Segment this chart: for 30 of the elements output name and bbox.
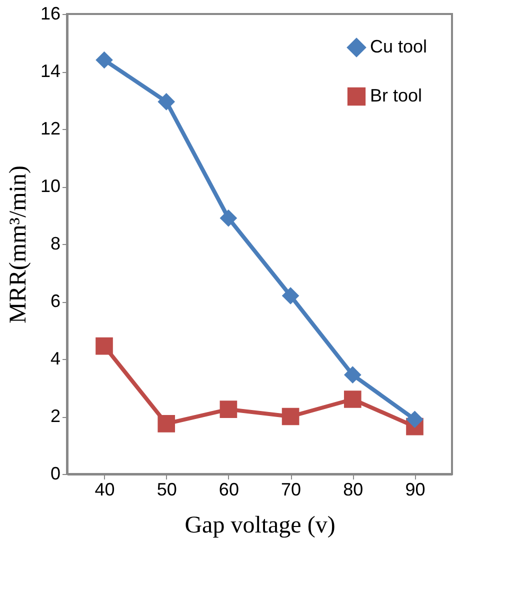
point xyxy=(406,410,424,428)
x-tick-label: 80 xyxy=(343,480,364,500)
point xyxy=(220,209,238,227)
point xyxy=(220,400,238,418)
y-tick-label: 16 xyxy=(40,4,60,24)
point xyxy=(158,415,176,432)
y-tick-label: 0 xyxy=(50,464,60,484)
point xyxy=(344,366,362,384)
y-tick-label: 12 xyxy=(40,118,60,138)
point xyxy=(158,93,176,110)
point xyxy=(282,408,300,426)
point xyxy=(96,337,113,355)
x-tick-label: 70 xyxy=(281,480,302,500)
legend-label: Cu tool xyxy=(370,36,428,56)
x-tick-label: 90 xyxy=(405,480,426,500)
x-tick-label: 40 xyxy=(94,480,115,500)
x-axis-title: Gap voltage (v) xyxy=(184,512,336,538)
point xyxy=(344,390,362,408)
point xyxy=(282,287,300,304)
x-tick-label: 50 xyxy=(156,480,177,500)
point xyxy=(96,51,113,69)
y-tick-label: 10 xyxy=(40,176,60,196)
y-axis-title: MRR(mm³/min) xyxy=(5,166,32,324)
legend-label: Br tool xyxy=(370,86,422,106)
x-tick-label: 60 xyxy=(218,480,239,500)
y-tick-label: 14 xyxy=(40,61,60,81)
y-tick-label: 8 xyxy=(50,234,60,254)
y-tick-label: 6 xyxy=(50,291,60,311)
y-tick-label: 4 xyxy=(50,348,60,368)
y-tick-label: 2 xyxy=(50,406,60,426)
